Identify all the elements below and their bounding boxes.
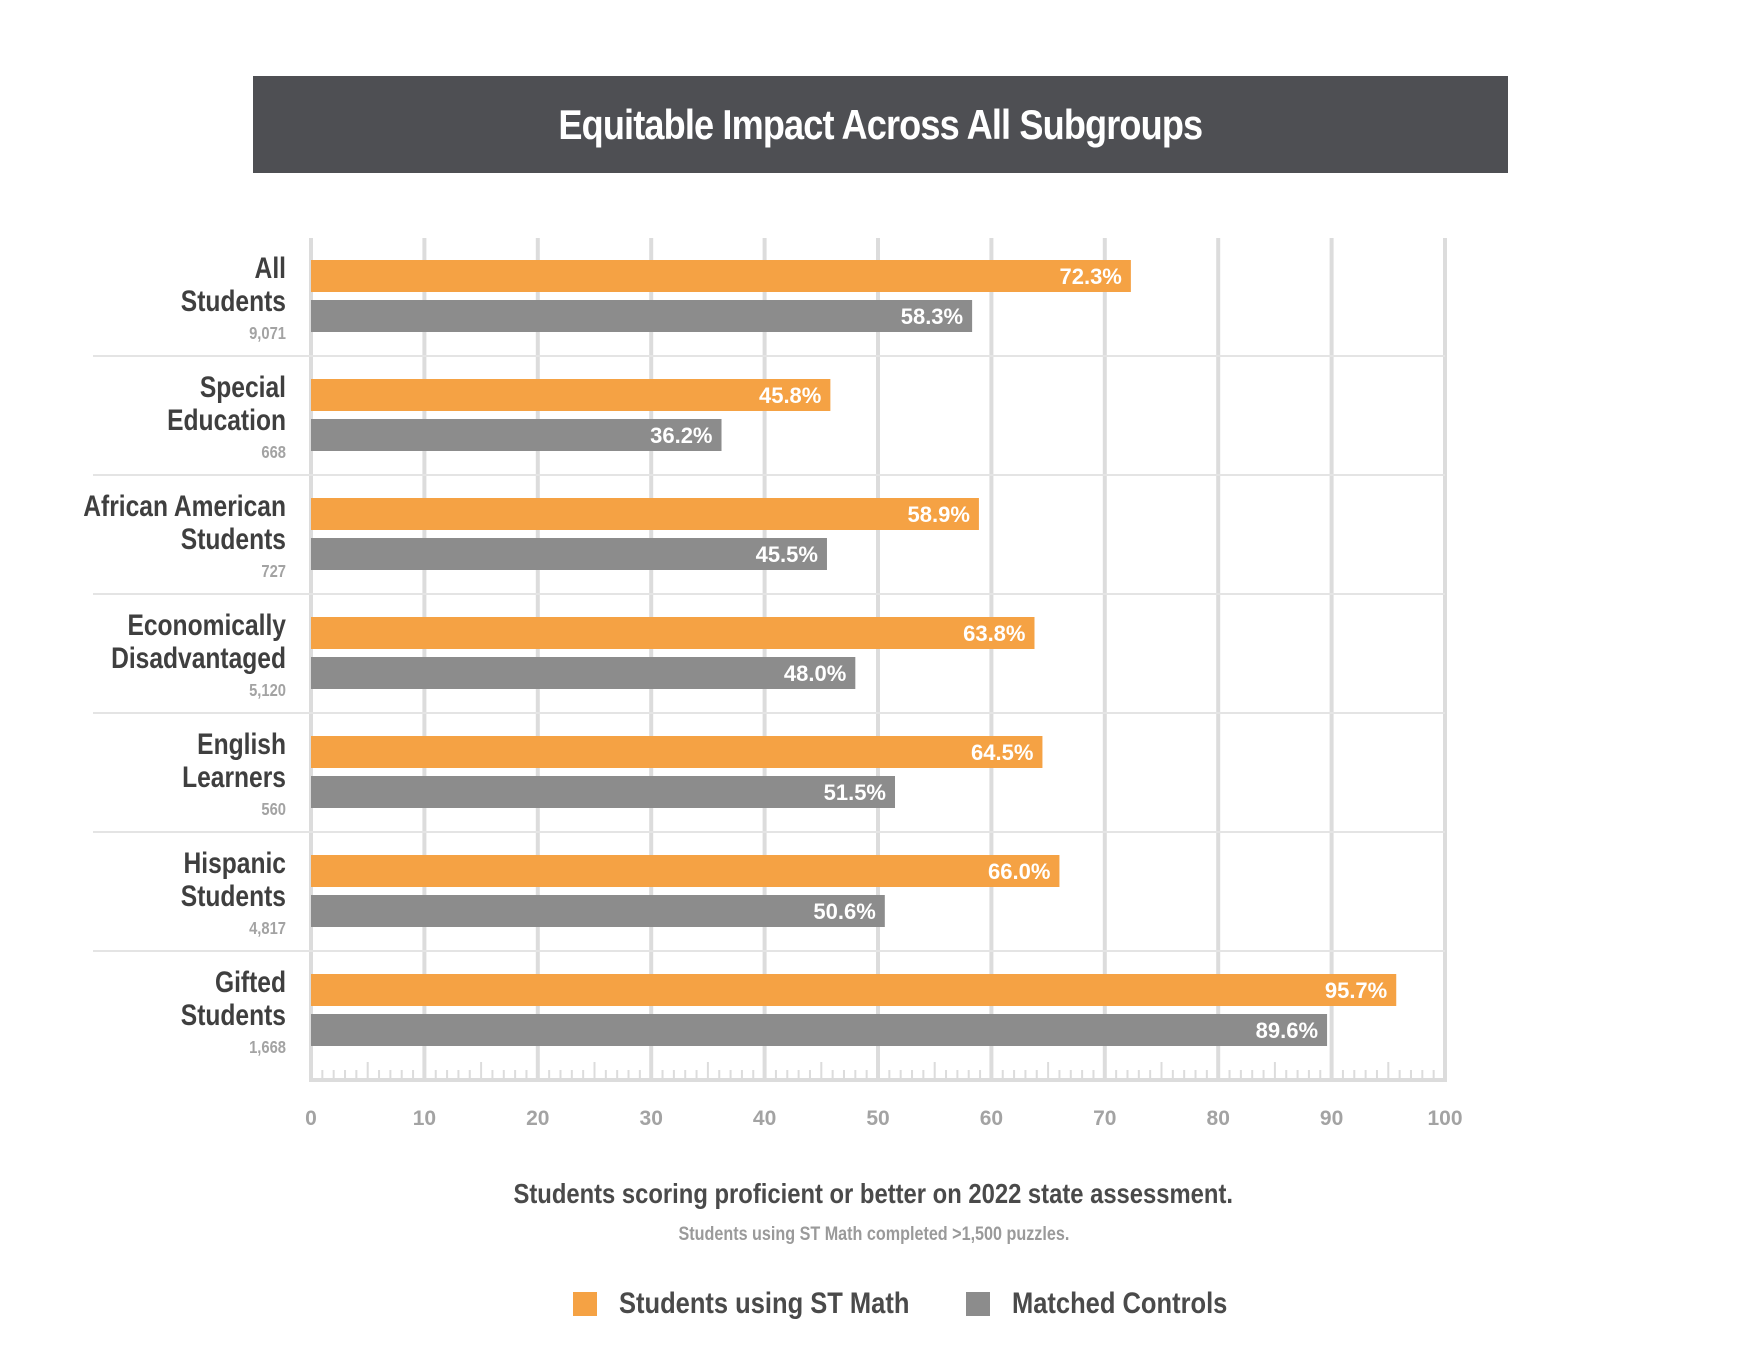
bar-st-math bbox=[311, 379, 831, 411]
data-label: 64.5% bbox=[971, 740, 1033, 765]
data-label: 95.7% bbox=[1325, 978, 1387, 1003]
x-tick-label: 60 bbox=[980, 1107, 1003, 1130]
bar-matched-controls bbox=[311, 419, 722, 451]
category-count: 668 bbox=[261, 443, 286, 463]
data-label: 48.0% bbox=[784, 661, 846, 686]
bar-st-math bbox=[311, 260, 1131, 292]
x-tick-label: 90 bbox=[1320, 1107, 1343, 1130]
category-label: Learners bbox=[182, 760, 286, 794]
category-label: Hispanic bbox=[184, 846, 286, 880]
x-tick-label: 10 bbox=[413, 1107, 436, 1130]
subcaption-text: Students using ST Math completed >1,500 … bbox=[678, 1224, 1069, 1245]
category-label: African American bbox=[83, 489, 286, 523]
category-label: Education bbox=[167, 403, 286, 437]
data-label: 89.6% bbox=[1256, 1018, 1318, 1043]
legend-label-matched-controls: Matched Controls bbox=[1012, 1287, 1228, 1320]
category-label: Gifted bbox=[215, 965, 286, 999]
data-label: 66.0% bbox=[988, 859, 1050, 884]
bar-matched-controls bbox=[311, 538, 827, 570]
category-label: Economically bbox=[127, 608, 286, 642]
category-label: Special bbox=[200, 370, 286, 404]
legend-label-st-math: Students using ST Math bbox=[619, 1287, 910, 1320]
x-tick-label: 80 bbox=[1207, 1107, 1230, 1130]
chart-title: Equitable Impact Across All Subgroups bbox=[558, 100, 1204, 148]
data-label: 58.9% bbox=[908, 502, 970, 527]
bar-st-math bbox=[311, 974, 1397, 1006]
legend-item-st-math: Students using ST Math bbox=[573, 1287, 961, 1321]
category-label: Students bbox=[181, 284, 286, 318]
data-label: 58.3% bbox=[901, 304, 963, 329]
caption-text: Students scoring proficient or better on… bbox=[513, 1178, 1234, 1209]
x-tick-label: 40 bbox=[753, 1107, 776, 1130]
bar-st-math bbox=[311, 855, 1060, 887]
bar-matched-controls bbox=[311, 776, 896, 808]
category-count: 4,817 bbox=[249, 919, 286, 939]
data-label: 51.5% bbox=[824, 780, 886, 805]
chart-subcaption: Students using ST Math completed >1,500 … bbox=[0, 1224, 1747, 1246]
x-tick-label: 70 bbox=[1093, 1107, 1116, 1130]
category-count: 727 bbox=[261, 562, 286, 582]
x-tick-label: 50 bbox=[866, 1107, 889, 1130]
bar-matched-controls bbox=[311, 657, 856, 689]
legend-item-matched-controls: Matched Controls bbox=[966, 1287, 1265, 1321]
x-tick-label: 0 bbox=[305, 1107, 317, 1130]
data-label: 36.2% bbox=[650, 423, 712, 448]
legend-swatch-matched-controls bbox=[966, 1292, 990, 1316]
data-label: 45.8% bbox=[759, 383, 821, 408]
chart-caption: Students scoring proficient or better on… bbox=[0, 1178, 1747, 1210]
chart-title-bar: Equitable Impact Across All Subgroups bbox=[253, 76, 1508, 173]
x-tick-label: 100 bbox=[1427, 1107, 1462, 1130]
category-count: 560 bbox=[261, 800, 286, 820]
bar-matched-controls bbox=[311, 1014, 1328, 1046]
data-label: 72.3% bbox=[1059, 264, 1121, 289]
category-count: 1,668 bbox=[249, 1038, 286, 1058]
bar-st-math bbox=[311, 736, 1043, 768]
category-count: 9,071 bbox=[249, 324, 286, 344]
data-label: 63.8% bbox=[963, 621, 1025, 646]
bar-matched-controls bbox=[311, 895, 885, 927]
bar-matched-controls bbox=[311, 300, 973, 332]
category-count: 5,120 bbox=[249, 681, 286, 701]
bar-st-math bbox=[311, 498, 979, 530]
category-label: Students bbox=[181, 522, 286, 556]
category-label: English bbox=[197, 727, 286, 761]
bar-st-math bbox=[311, 617, 1035, 649]
category-label: Disadvantaged bbox=[111, 641, 286, 675]
category-label: Students bbox=[181, 998, 286, 1032]
category-label: Students bbox=[181, 879, 286, 913]
x-tick-label: 30 bbox=[640, 1107, 663, 1130]
data-label: 50.6% bbox=[813, 899, 875, 924]
category-label: All bbox=[255, 251, 286, 285]
data-label: 45.5% bbox=[756, 542, 818, 567]
x-tick-label: 20 bbox=[526, 1107, 549, 1130]
legend-swatch-st-math bbox=[573, 1292, 597, 1316]
